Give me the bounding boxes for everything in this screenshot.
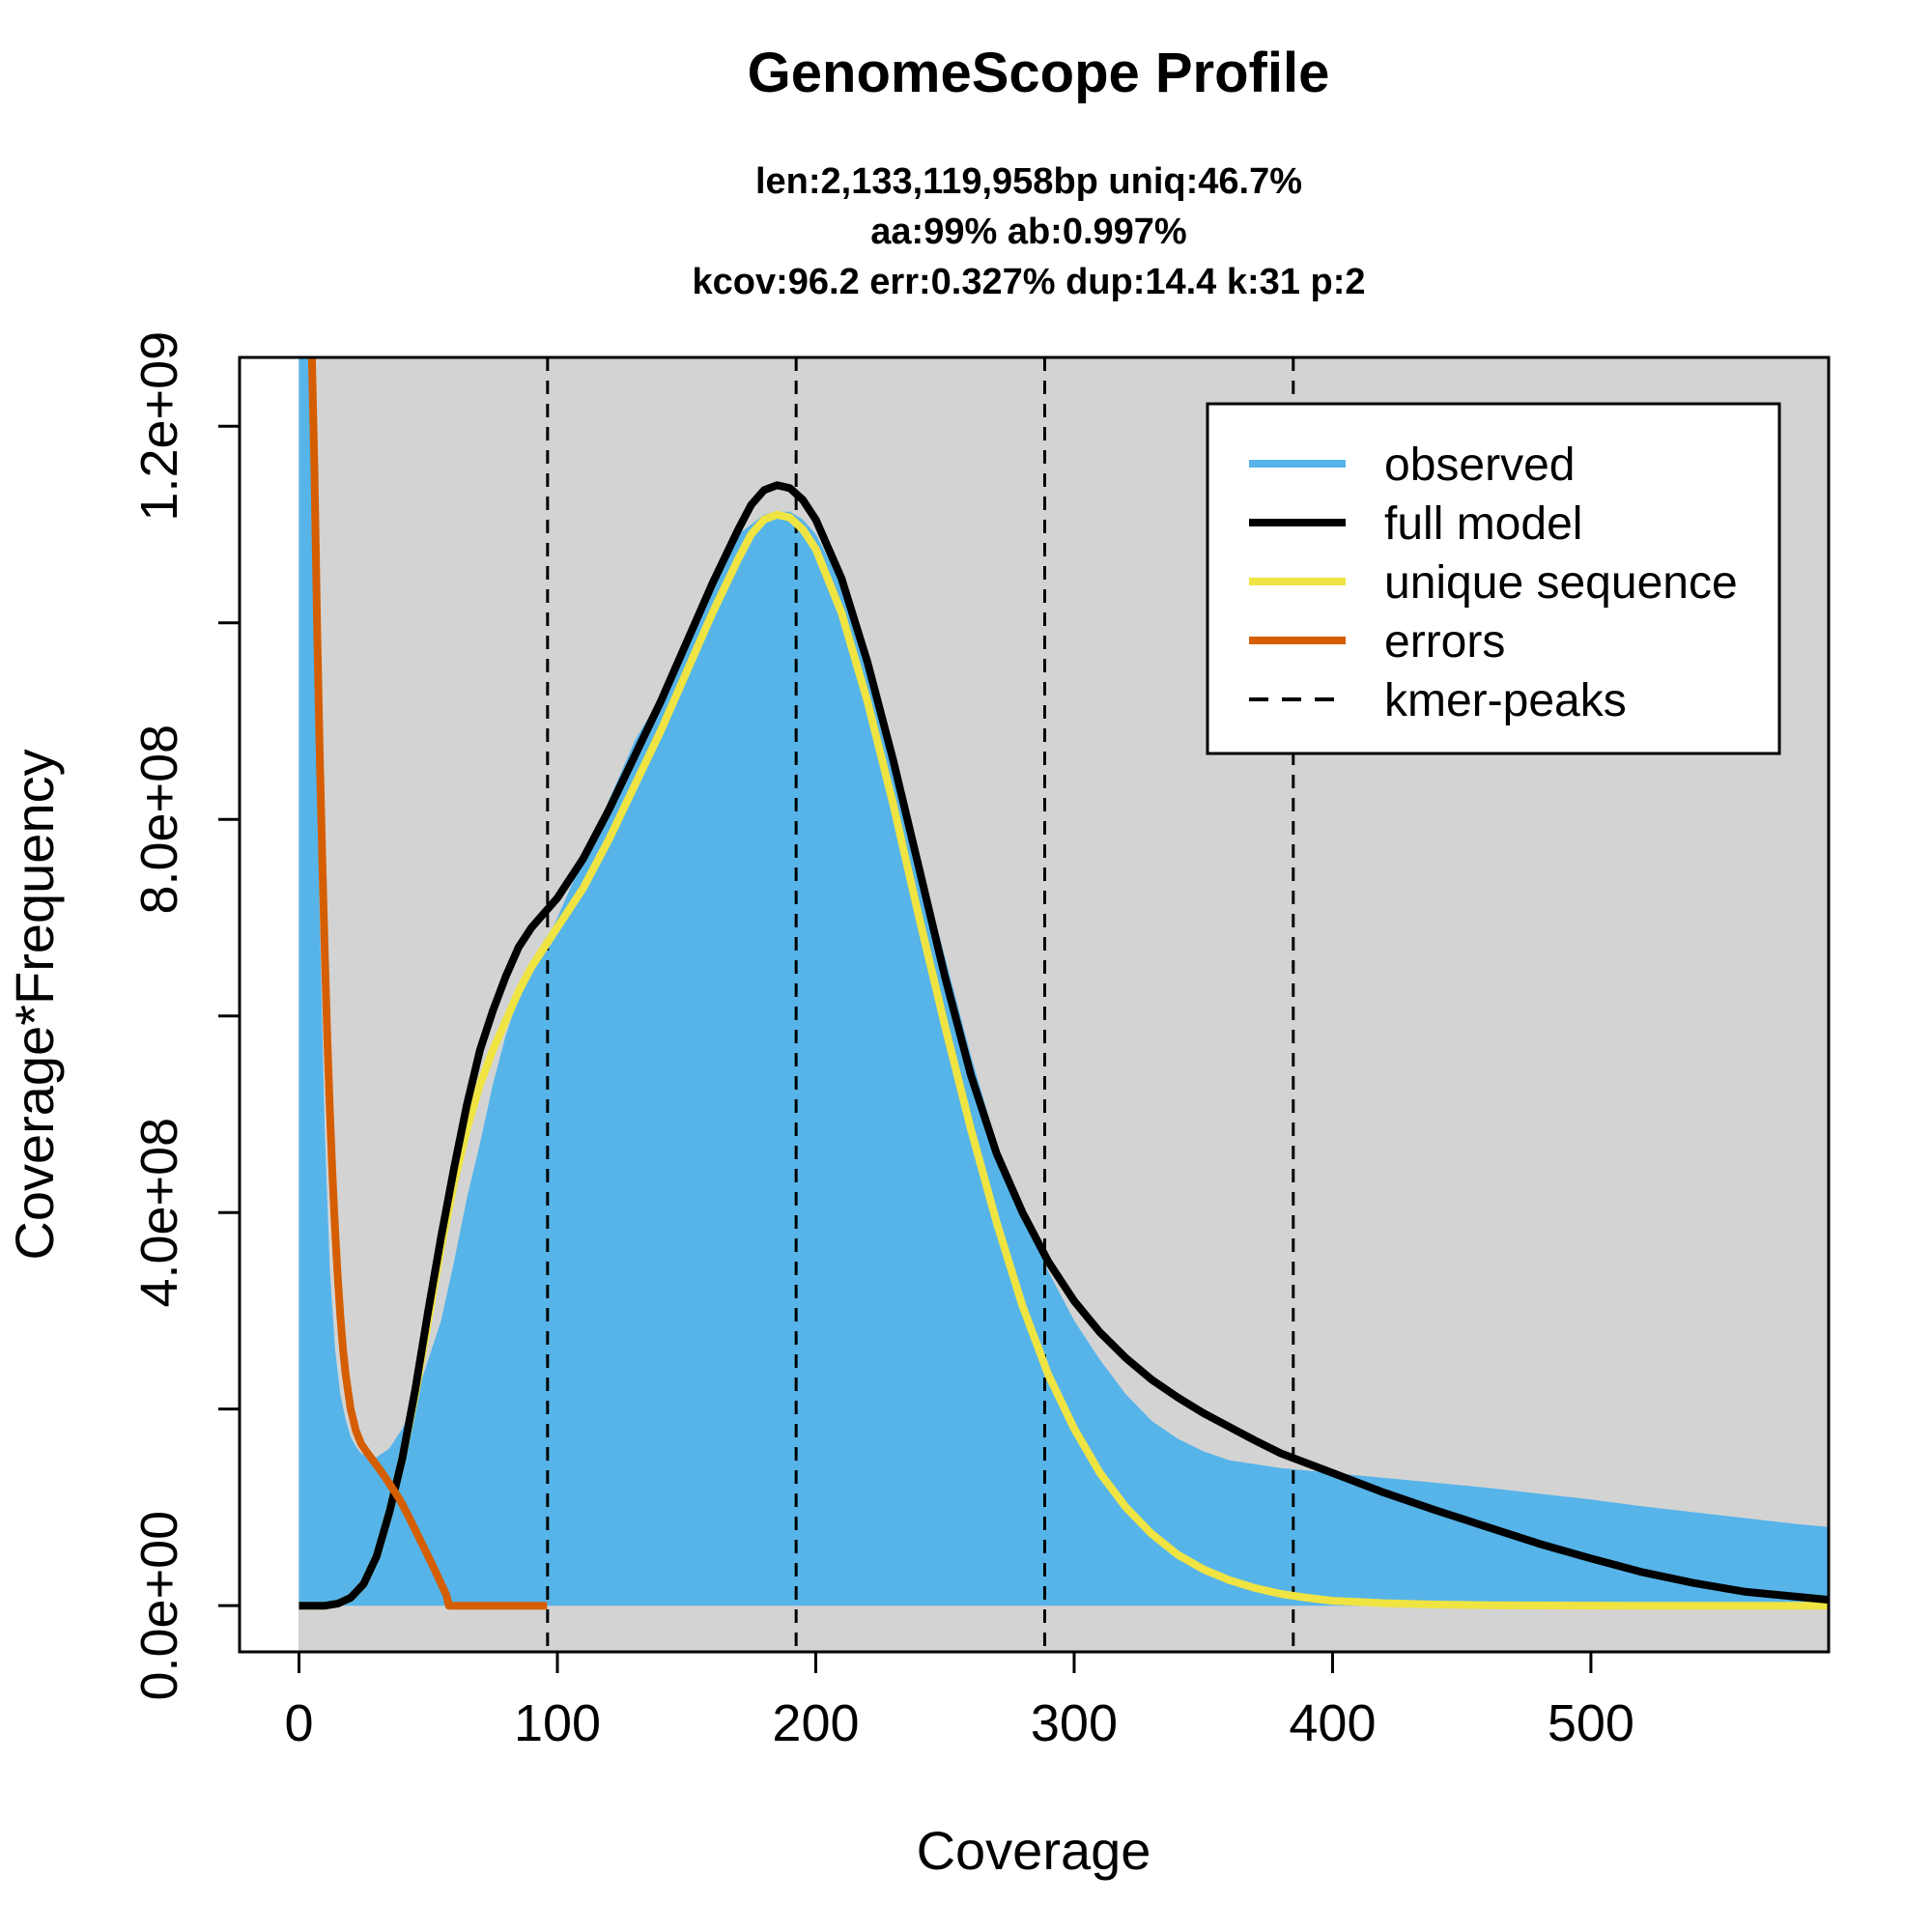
- y-axis: 0.0e+00 4.0e+08 8.0e+08 1.2e+09: [130, 331, 242, 1701]
- y-axis-title: Coverage*Frequency: [4, 749, 65, 1260]
- legend-label: errors: [1384, 616, 1505, 668]
- full-model-line: [298, 481, 1830, 1610]
- chart-subtitle-line-3: kcov:96.2 err:0.327% dup:14.4 k:31 p:2: [692, 262, 1365, 302]
- legend-label: unique sequence: [1384, 557, 1738, 609]
- x-tick-label: 200: [772, 1694, 859, 1752]
- legend-label: full model: [1384, 498, 1582, 550]
- x-tick-label: 100: [514, 1694, 601, 1752]
- y-tick-label: 4.0e+08: [130, 1118, 188, 1308]
- x-tick-label: 500: [1548, 1694, 1634, 1752]
- chart-subtitle-line-1: len:2,133,119,958bp uniq:46.7%: [755, 161, 1302, 202]
- x-tick-label: 400: [1289, 1694, 1376, 1752]
- y-tick-label: 8.0e+08: [130, 724, 188, 915]
- x-tick-label: 0: [284, 1694, 313, 1752]
- chart-title: GenomeScope Profile: [748, 42, 1330, 104]
- x-axis-title: Coverage: [917, 1820, 1151, 1881]
- legend: observed full model unique sequence errors k…: [1206, 402, 1781, 755]
- x-axis: 0 100 200 300 400 500: [284, 1650, 1634, 1752]
- y-tick-label: 0.0e+00: [130, 1511, 188, 1701]
- legend-label: observed: [1384, 440, 1575, 491]
- plot-left-margin: [240, 357, 298, 1652]
- observed-area: [298, 357, 1829, 1606]
- legend-label: kmer-peaks: [1384, 675, 1627, 726]
- x-tick-label: 300: [1031, 1694, 1118, 1752]
- y-tick-label: 1.2e+09: [130, 331, 188, 522]
- errors-line: [307, 356, 548, 1610]
- chart-subtitle-line-2: aa:99% ab:0.997%: [870, 212, 1186, 252]
